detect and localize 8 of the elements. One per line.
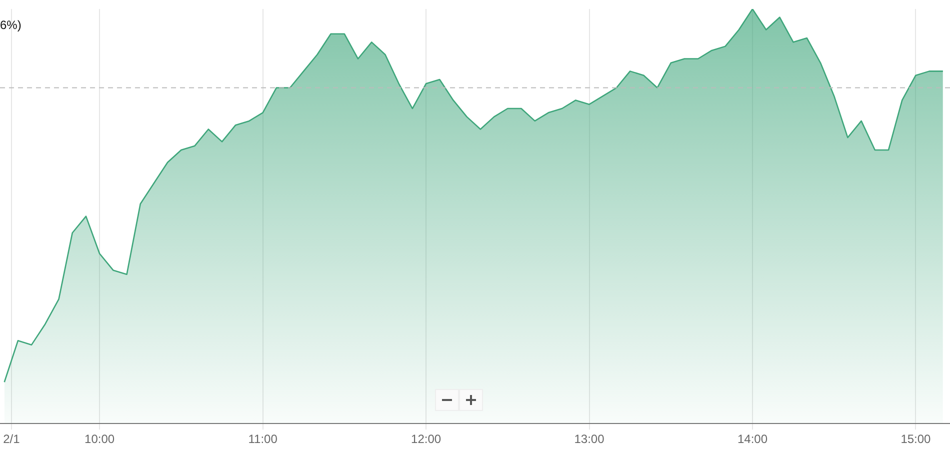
x-tick-label: 13:00 — [574, 432, 605, 446]
x-tick-label: 12:00 — [411, 432, 442, 446]
x-tick-label: 10:00 — [84, 432, 115, 446]
x-tick-label: 15:00 — [900, 432, 932, 446]
x-tick-label: 14:00 — [737, 432, 768, 446]
x-tick-label: 11:00 — [248, 432, 278, 446]
annotation: 6%) — [0, 18, 22, 32]
x-tick-label: 2/1 — [3, 432, 20, 446]
